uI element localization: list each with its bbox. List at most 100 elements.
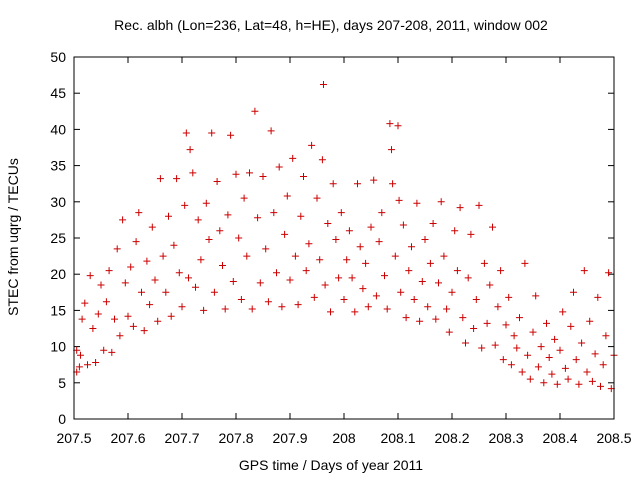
data-point (381, 272, 388, 280)
data-point (291, 252, 299, 260)
data-point (570, 288, 577, 296)
data-point (310, 293, 318, 301)
data-point (97, 281, 105, 289)
data-point (394, 122, 402, 130)
data-point (235, 234, 243, 242)
data-point (467, 230, 475, 238)
data-point (410, 296, 418, 304)
data-point (262, 245, 270, 253)
x-tick-label: 208 (332, 430, 356, 446)
data-point (524, 351, 532, 359)
data-point (351, 308, 359, 316)
x-tick-label: 207.8 (218, 430, 253, 446)
data-point (111, 315, 118, 323)
data-point (497, 267, 505, 275)
data-point (308, 141, 316, 149)
data-point (251, 107, 259, 115)
data-point (383, 305, 391, 313)
data-point (216, 227, 224, 235)
data-point (213, 178, 221, 186)
data-point (289, 154, 297, 162)
y-tick-label: 15 (50, 302, 66, 318)
data-point (551, 335, 559, 343)
data-point (173, 175, 181, 183)
data-point (94, 310, 102, 318)
data-point (205, 235, 213, 243)
x-axis-label: GPS time / Days of year 2011 (239, 457, 423, 473)
data-point (340, 296, 348, 304)
data-point (140, 327, 148, 335)
data-point (162, 288, 170, 296)
data-point (354, 180, 361, 188)
data-point (348, 274, 356, 282)
data-point (210, 288, 218, 296)
data-point (526, 375, 534, 383)
data-point (219, 262, 226, 270)
data-points (73, 81, 618, 393)
data-point (416, 317, 424, 325)
data-point (548, 370, 556, 378)
data-point (248, 305, 256, 313)
data-point (324, 220, 332, 228)
data-point (135, 209, 143, 217)
data-point (267, 127, 275, 135)
data-point (264, 298, 272, 306)
data-point (302, 267, 310, 275)
x-tick-label: 207.7 (164, 430, 199, 446)
data-point (246, 169, 253, 177)
data-point (534, 363, 542, 371)
data-point (489, 223, 496, 231)
data-point (516, 314, 523, 322)
data-point (391, 252, 399, 260)
data-point (435, 279, 442, 287)
data-point (208, 129, 216, 137)
data-point (532, 292, 540, 300)
data-point (459, 314, 467, 322)
data-point (121, 279, 129, 287)
data-point (572, 356, 580, 364)
x-tick-label: 207.6 (110, 430, 145, 446)
data-point (386, 120, 394, 128)
data-point (426, 259, 434, 267)
data-point (318, 156, 326, 164)
data-point (129, 322, 137, 330)
data-point (513, 344, 521, 352)
data-point (389, 180, 397, 188)
data-point (81, 299, 89, 307)
data-point (316, 256, 324, 264)
data-point (483, 319, 491, 327)
x-tick-label: 208.1 (380, 430, 415, 446)
data-point (445, 328, 453, 336)
data-point (602, 332, 610, 340)
chart-title: Rec. albh (Lon=236, Lat=48, h=HE), days … (114, 17, 548, 33)
data-point (388, 146, 396, 154)
data-point (240, 194, 248, 202)
data-point (561, 364, 569, 372)
data-point (529, 328, 537, 336)
data-point (197, 256, 205, 264)
data-point (507, 361, 515, 369)
data-point (229, 277, 237, 285)
x-tick-label: 208.5 (596, 430, 631, 446)
data-point (243, 252, 251, 260)
data-point (559, 308, 567, 316)
data-point (553, 380, 561, 388)
data-point (102, 298, 110, 306)
y-tick-label: 20 (50, 266, 66, 282)
data-point (200, 306, 208, 314)
data-point (402, 314, 410, 322)
data-point (297, 212, 305, 220)
y-tick-label: 45 (50, 85, 66, 101)
data-point (378, 209, 386, 217)
data-point (184, 274, 192, 282)
data-point (594, 293, 602, 301)
data-point (156, 175, 164, 183)
data-point (583, 368, 591, 376)
data-point (305, 240, 313, 248)
data-point (84, 361, 91, 369)
data-point (413, 199, 421, 207)
data-point (281, 230, 289, 238)
data-point (462, 339, 469, 347)
data-point (254, 214, 262, 222)
